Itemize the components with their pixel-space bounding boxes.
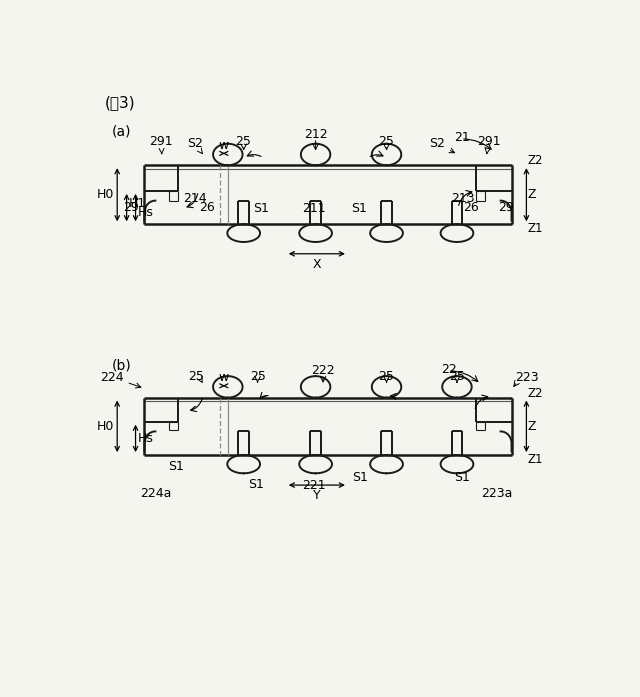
Text: S2: S2 [187,137,203,153]
Text: 224: 224 [100,371,141,388]
Text: 25: 25 [235,135,251,148]
Text: 21: 21 [454,131,470,144]
Text: 291: 291 [477,135,500,154]
Text: S1: S1 [248,478,264,491]
Text: H0: H0 [97,420,114,433]
Text: 221: 221 [302,479,326,492]
Text: 25: 25 [449,369,465,383]
Text: 291: 291 [150,135,173,154]
Text: Z2: Z2 [528,387,543,400]
Text: S1: S1 [351,201,367,215]
Text: 224a: 224a [140,487,172,500]
Text: 29: 29 [124,201,139,214]
Text: H0: H0 [97,188,114,201]
Text: w: w [219,139,229,152]
Text: w: w [219,372,229,384]
Text: (図3): (図3) [105,95,136,110]
Text: S2: S2 [429,137,454,153]
Text: 25: 25 [250,369,266,383]
Text: 25: 25 [188,369,204,383]
Text: H1: H1 [129,197,146,210]
Text: 211: 211 [302,201,326,215]
Text: S1: S1 [352,471,368,484]
Text: 26: 26 [199,201,215,214]
Text: 223: 223 [515,372,539,384]
Text: Y: Y [313,489,321,503]
Text: 223a: 223a [481,487,513,500]
Text: 214: 214 [183,192,207,205]
Text: (a): (a) [112,125,132,139]
Text: 212: 212 [304,128,328,141]
Text: S1: S1 [454,471,470,484]
Text: Z1: Z1 [528,222,543,235]
Text: Z1: Z1 [528,453,543,466]
Text: 29: 29 [499,201,515,214]
Text: 25: 25 [379,135,394,148]
Text: Z: Z [528,188,536,201]
Text: 213: 213 [451,192,475,205]
Text: X: X [312,258,321,271]
Text: 25: 25 [379,369,394,383]
Text: S1: S1 [168,461,184,473]
Text: Hs: Hs [138,432,154,445]
Text: Z: Z [528,420,536,433]
Text: Z2: Z2 [528,155,543,167]
Text: S1: S1 [253,201,269,215]
Text: (b): (b) [112,358,132,372]
Text: 26: 26 [463,201,479,214]
Text: 222: 222 [311,365,335,377]
Text: 22: 22 [441,362,457,376]
Text: Hs: Hs [138,206,154,220]
